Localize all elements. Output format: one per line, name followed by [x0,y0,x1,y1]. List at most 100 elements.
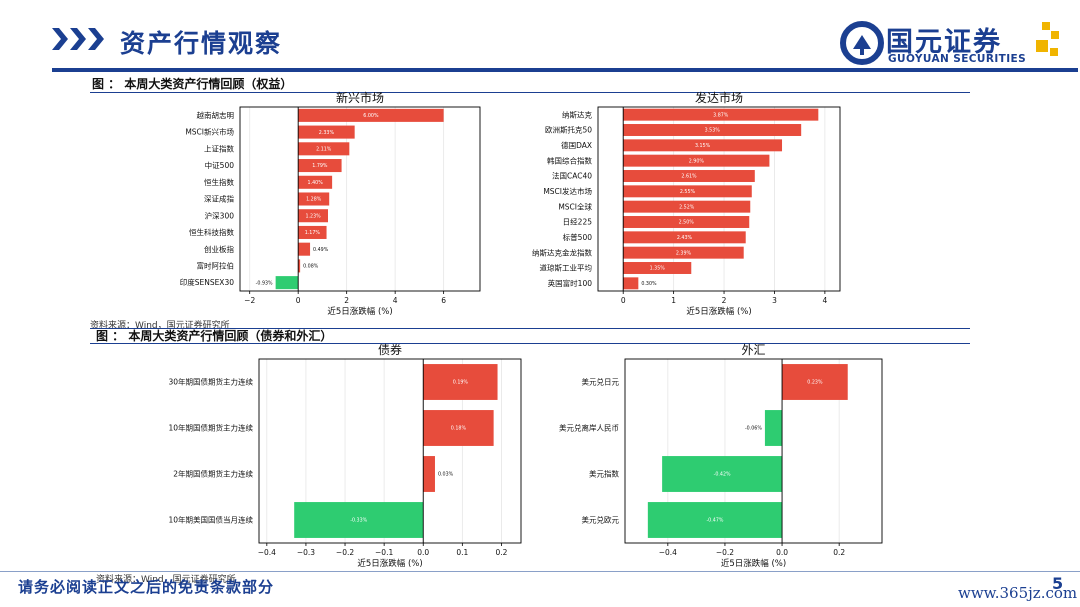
tick-label: −2 [244,296,255,305]
source-note-equity: 资料来源：Wind，国元证券研究所 [90,321,230,331]
chart-4: 美元兑日元 0.23% 美元兑离岸人民币 -0.06% 美元指数 -0.42% 美元兑欧元 -… [559,343,883,569]
tick-label: 0.0 [417,548,429,557]
data-label: 2.11% [316,147,332,153]
chart-1: 越南胡志明 6.00% MSCI新兴市场 2.33% 上证指数 2.11% 中证500 1.7… [180,90,481,317]
plot-frame [258,358,522,544]
bar [623,216,750,228]
data-label: 2.33% [319,130,335,136]
bar [298,175,333,189]
data-label: -0.33% [350,518,367,524]
category-label: 2年期国债期货主力连续 [173,469,253,479]
tick-label: 4 [822,296,827,305]
bar [623,108,819,121]
bar [294,502,424,538]
bar [782,364,848,400]
category-label: 美元兑日元 [582,377,620,387]
logo-emblem-icon [840,21,884,65]
data-label: 3.53% [705,128,721,134]
category-label: 日经225 [563,217,593,227]
category-label: 美元指数 [589,469,619,479]
category-label: 法国CAC40 [552,171,592,181]
bar [423,410,494,446]
category-label: 欧洲斯托克50 [545,125,592,135]
chart-3: 30年期国债期货主力连续 0.19% 10年期国债期货主力连续 0.18% 2年期国债期… [168,342,522,569]
chevron-icon [70,28,86,50]
bar [623,231,746,244]
bar [298,108,444,122]
bar [298,209,328,223]
category-label: 30年期国债期货主力连续 [168,377,253,387]
caption-divider [90,92,970,93]
category-label: 德国DAX [561,140,592,150]
category-label: 韩国综合指数 [547,155,592,165]
data-label: 2.52% [679,204,695,210]
source-note-bonds-fx: 资料来源：Wind，国元证券研究所 [96,575,236,585]
data-label: 0.49% [313,247,329,253]
figure-caption-bonds-fx: 图 ： 本周大类资产行情回顾（债券和外汇） [96,329,333,343]
category-label: MSCI发达市场 [543,186,592,196]
tick-label: 3 [772,296,777,305]
data-label: -0.47% [706,518,723,524]
bar [623,277,639,290]
tick-label: 0 [621,296,626,305]
data-label: 2.55% [680,189,696,195]
tick-label: 4 [393,296,398,305]
figure-caption-equity: 图 ： 本周大类资产行情回顾（权益） [92,77,293,91]
category-label: 10年期国债期货主力连续 [168,423,253,433]
bar [423,456,435,492]
data-label: 2.43% [677,235,693,241]
page-number: 5 [1052,574,1064,593]
bar [298,192,330,206]
chart-title: 债券 [378,342,402,357]
data-label: 2.50% [679,220,695,226]
category-label: 道琼斯工业平均 [540,263,593,273]
category-label: 上证指数 [204,143,234,153]
logo-squares-icon [1036,22,1059,56]
bar [298,142,350,156]
bar [298,225,327,239]
tick-label: 0.2 [833,548,845,557]
data-label: 1.79% [312,163,328,169]
bar [298,125,355,139]
category-label: 印度SENSEX30 [180,277,235,287]
source-divider [90,328,970,329]
page-title: 资产行情观察 [120,29,283,58]
company-logo: 国元证券 GUOYUAN SECURITIES [838,18,1068,68]
chart-title: 新兴市场 [336,90,384,105]
category-label: 纳斯达克金龙指数 [532,247,592,257]
tick-label: −0.2 [716,548,734,557]
plot-frame [597,106,841,292]
data-label: 0.08% [303,264,319,270]
tick-label: −0.2 [336,548,354,557]
category-label: 恒生科技指数 [189,227,234,237]
bar [275,276,299,290]
tick-label: 2 [344,296,349,305]
bar [647,502,783,538]
tick-label: 0 [296,296,301,305]
category-label: 越南胡志明 [197,110,235,120]
footer-disclaimer: 请务必阅读正文之后的免责条款部分 [18,578,275,596]
category-label: 美元兑欧元 [582,515,620,525]
tick-label: 0.2 [495,548,507,557]
chart-2: 纳斯达克 3.87% 欧洲斯托克50 3.53% 德国DAX 3.15% 韩国综合指数 2.9… [532,90,841,317]
bar [662,456,783,492]
category-label: 10年期美国国债当月连续 [168,515,253,525]
bar [623,170,755,182]
bar [623,262,692,274]
category-label: 英国富时100 [548,278,593,288]
logo-name-en: GUOYUAN SECURITIES [888,53,1027,65]
plot-frame [624,358,883,544]
caption-divider [90,343,970,344]
data-label: 0.30% [641,281,657,287]
data-label: 0.19% [453,380,469,386]
chart-title: 外汇 [741,343,765,357]
bar [423,364,498,400]
data-label: 2.39% [676,250,692,256]
footer-divider [0,571,1080,572]
x-axis-label: 近5日涨跌幅 (%) [327,306,392,317]
x-axis-label: 近5日涨跌幅 (%) [357,558,422,569]
data-label: 0.23% [807,380,823,386]
watermark: www.365jz.com [958,584,1078,602]
category-label: 标普500 [563,232,593,242]
bar [623,139,783,152]
